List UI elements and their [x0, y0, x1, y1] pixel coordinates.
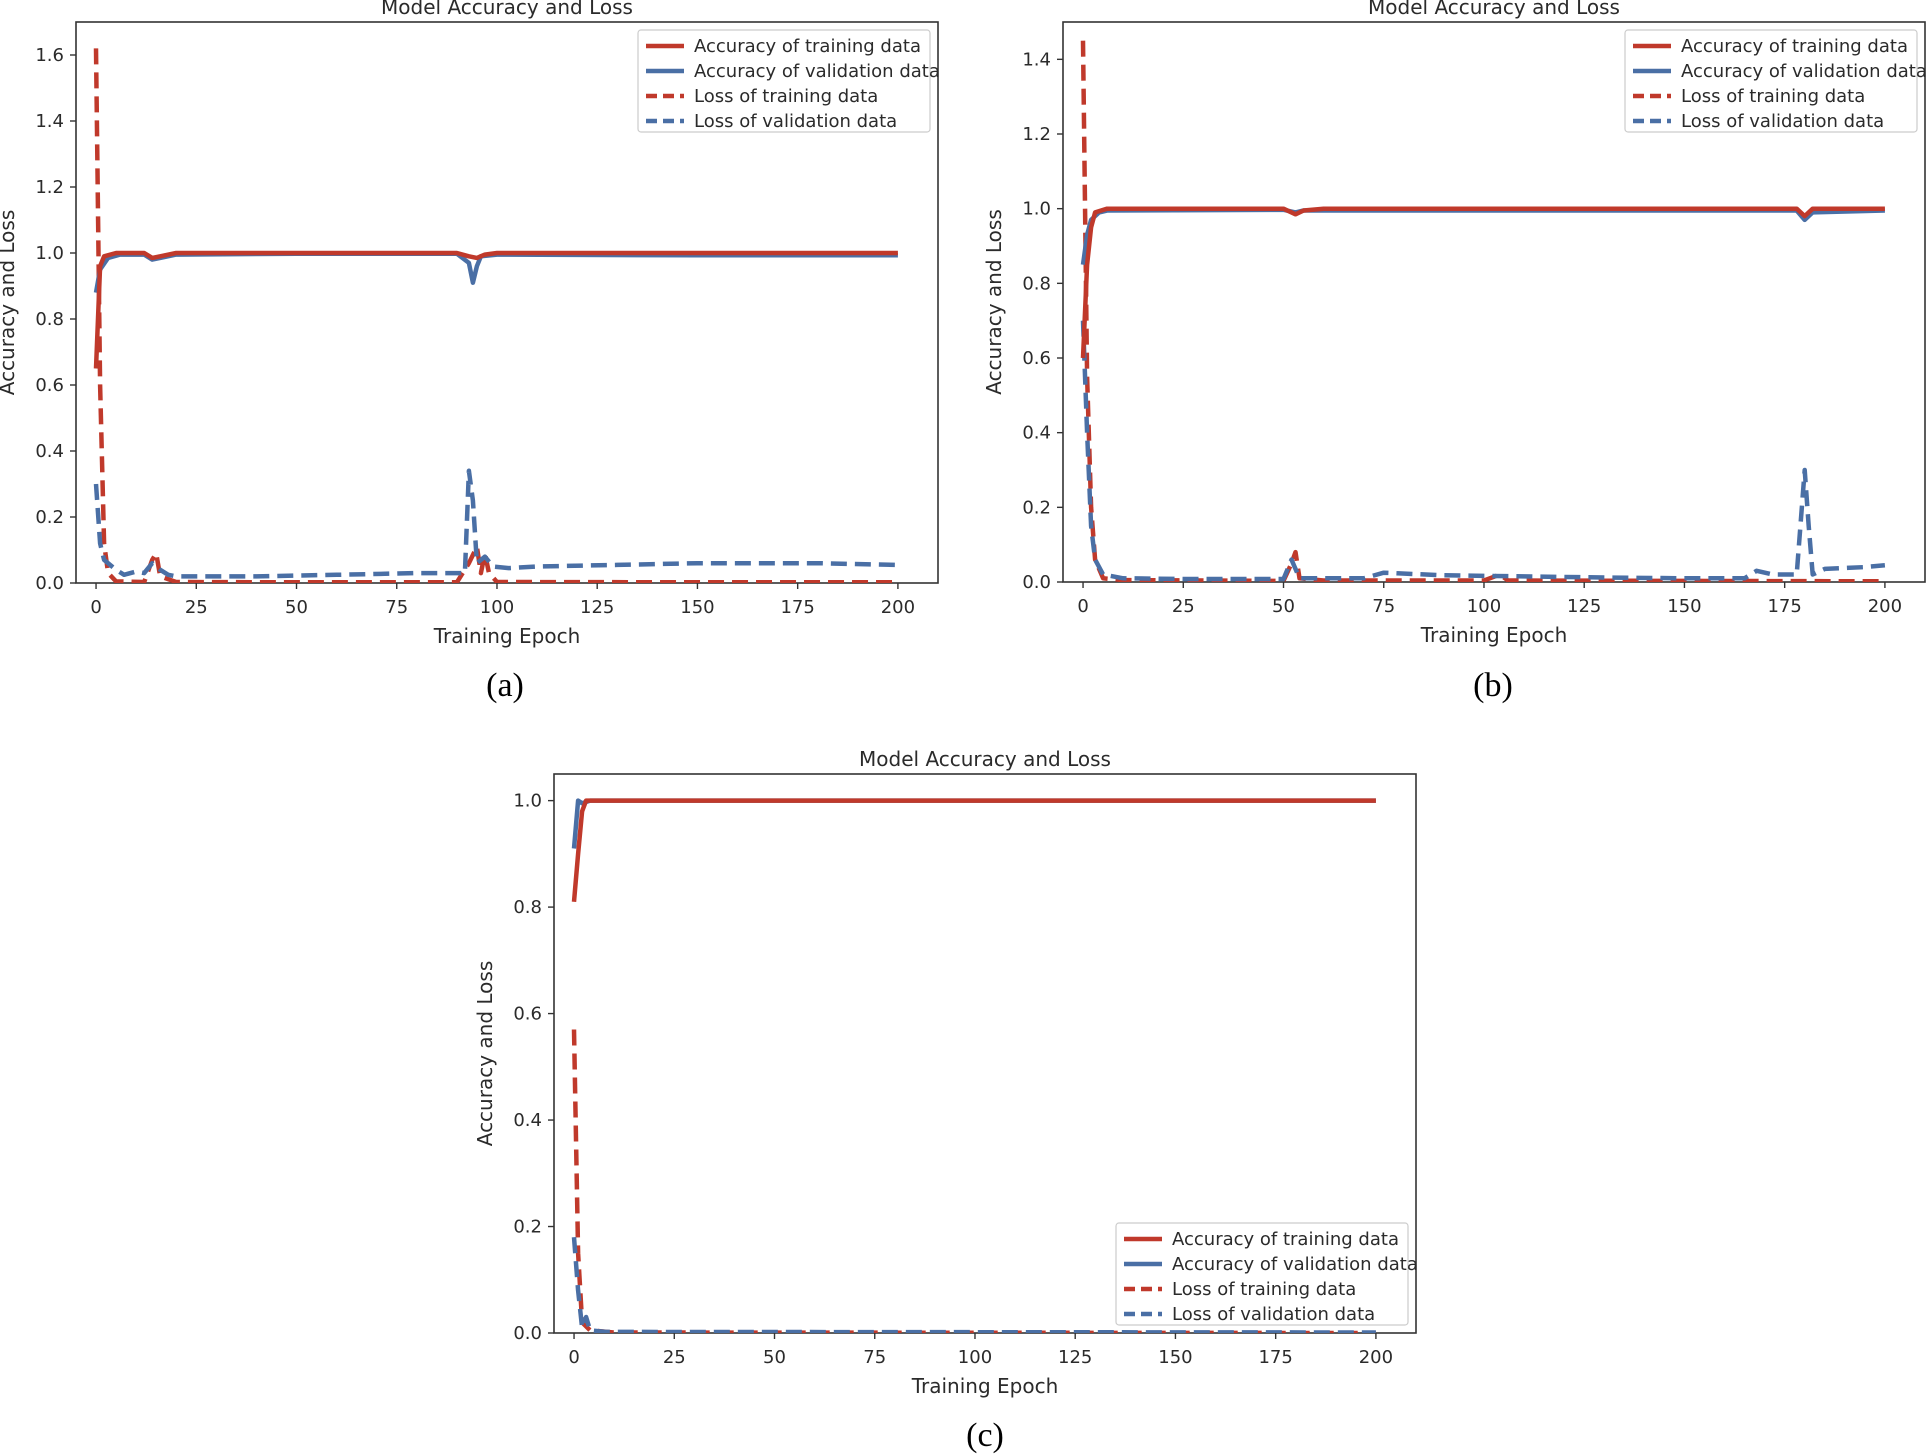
legend-entry: Loss of validation data — [694, 111, 897, 132]
series-line-loss-of-validation-data — [93, 468, 898, 579]
series-line-loss-of-validation-data — [1080, 320, 1886, 582]
legend-box — [1624, 29, 1918, 133]
y-tick-label: 1.4 — [1022, 49, 1051, 70]
x-tick-label: 50 — [1272, 596, 1295, 617]
legend-entry: Accuracy of training data — [1172, 1229, 1399, 1250]
chart-panel-3: Model Accuracy and Loss 0 25 50 75 100 125 150 1… — [473, 747, 1418, 1454]
legend: Accuracy of training data Accuracy of val… — [1624, 29, 1927, 133]
y-tick-label: 1.2 — [1022, 124, 1051, 145]
y-tick-label: 0.2 — [513, 1217, 542, 1238]
x-tick-label: 175 — [1258, 1347, 1292, 1368]
series-line-accuracy-of-validation-data — [93, 251, 898, 293]
x-tick-label: 25 — [663, 1347, 686, 1368]
x-tick-label: 200 — [881, 597, 915, 618]
x-axis-label: Training Epoch — [433, 624, 581, 648]
legend-entry: Loss of validation data — [1172, 1304, 1375, 1325]
series-line-loss-of-training-data — [571, 1029, 1376, 1333]
x-axis-label: Training Epoch — [1420, 623, 1568, 647]
series-line-loss-of-training-data — [93, 48, 898, 583]
y-tick-label: 0.0 — [1022, 572, 1051, 593]
y-tick-label: 0.6 — [1022, 348, 1051, 369]
x-tick-label: 175 — [780, 597, 814, 618]
legend-box — [637, 29, 931, 133]
x-tick-label: 150 — [1667, 596, 1701, 617]
legend-entry: Accuracy of validation data — [1172, 1254, 1418, 1275]
legend-entry: Loss of validation data — [1681, 111, 1884, 132]
y-axis-label: Accuracy and Loss — [982, 209, 1006, 395]
y-tick-label: 0.4 — [513, 1110, 542, 1131]
chart-panel-1: Model Accuracy and Loss 0 25 50 75 100 125 150 1… — [0, 0, 940, 704]
legend: Accuracy of training data Accuracy of val… — [637, 29, 940, 133]
x-tick-label: 75 — [1372, 596, 1395, 617]
x-tick-label: 125 — [1058, 1347, 1092, 1368]
legend-entry: Loss of training data — [694, 86, 878, 107]
legend: Accuracy of training data Accuracy of val… — [1115, 1222, 1418, 1326]
x-tick-label: 0 — [90, 597, 101, 618]
x-tick-label: 200 — [1868, 596, 1902, 617]
y-tick-label: 0.8 — [35, 309, 64, 330]
y-tick-label: 0.8 — [513, 897, 542, 918]
y-tick-label: 1.0 — [1022, 199, 1051, 220]
series-line-accuracy-of-validation-data — [571, 798, 1376, 849]
x-tick-label: 0 — [1077, 596, 1088, 617]
y-tick-label: 0.0 — [35, 573, 64, 594]
y-axis-label: Accuracy and Loss — [473, 961, 497, 1147]
panel-label: (b) — [1473, 667, 1513, 704]
x-tick-label: 25 — [185, 597, 208, 618]
panel-label: (a) — [486, 667, 524, 704]
y-tick-label: 0.2 — [1022, 497, 1051, 518]
series-line-accuracy-of-training-data — [571, 798, 1376, 902]
y-tick-label: 0.6 — [513, 1004, 542, 1025]
y-tick-label: 1.4 — [35, 111, 64, 132]
panel-label: (c) — [966, 1417, 1004, 1454]
chart-title: Model Accuracy and Loss — [1368, 0, 1620, 19]
x-tick-label: 100 — [958, 1347, 992, 1368]
y-tick-label: 1.2 — [35, 177, 64, 198]
y-tick-label: 0.4 — [1022, 423, 1051, 444]
chart-title: Model Accuracy and Loss — [859, 747, 1111, 771]
x-tick-label: 200 — [1359, 1347, 1393, 1368]
legend-box — [1115, 1222, 1409, 1326]
chart-panel-2: Model Accuracy and Loss 0 25 50 75 100 125 150 1… — [982, 0, 1927, 704]
x-tick-label: 50 — [285, 597, 308, 618]
x-tick-label: 175 — [1767, 596, 1801, 617]
x-tick-label: 100 — [1467, 596, 1501, 617]
x-tick-label: 150 — [680, 597, 714, 618]
y-tick-label: 1.0 — [513, 791, 542, 812]
series-line-accuracy-of-training-data — [1080, 206, 1885, 359]
x-tick-label: 125 — [1567, 596, 1601, 617]
legend-entry: Loss of training data — [1681, 86, 1865, 107]
plot-frame — [1062, 21, 1926, 583]
y-tick-label: 0.0 — [513, 1323, 542, 1344]
x-tick-label: 150 — [1158, 1347, 1192, 1368]
series-line-accuracy-of-validation-data — [1080, 207, 1885, 266]
x-tick-label: 0 — [568, 1347, 579, 1368]
legend-entry: Accuracy of validation data — [694, 61, 940, 82]
y-tick-label: 0.6 — [35, 375, 64, 396]
legend-entry: Accuracy of training data — [1681, 36, 1908, 57]
y-tick-label: 1.6 — [35, 45, 64, 66]
x-tick-label: 50 — [763, 1347, 786, 1368]
series-line-loss-of-validation-data — [571, 1237, 1376, 1333]
y-tick-label: 0.2 — [35, 507, 64, 528]
y-tick-label: 1.0 — [35, 243, 64, 264]
x-tick-label: 25 — [1172, 596, 1195, 617]
y-axis-label: Accuracy and Loss — [0, 210, 19, 396]
series-line-accuracy-of-training-data — [93, 250, 898, 369]
chart-title: Model Accuracy and Loss — [381, 0, 633, 19]
legend-entry: Loss of training data — [1172, 1279, 1356, 1300]
y-tick-label: 0.4 — [35, 441, 64, 462]
legend-entry: Accuracy of validation data — [1681, 61, 1927, 82]
x-axis-label: Training Epoch — [911, 1374, 1059, 1398]
x-tick-label: 125 — [580, 597, 614, 618]
x-tick-label: 100 — [480, 597, 514, 618]
x-tick-label: 75 — [385, 597, 408, 618]
y-tick-label: 0.8 — [1022, 273, 1051, 294]
legend-entry: Accuracy of training data — [694, 36, 921, 57]
x-tick-label: 75 — [863, 1347, 886, 1368]
